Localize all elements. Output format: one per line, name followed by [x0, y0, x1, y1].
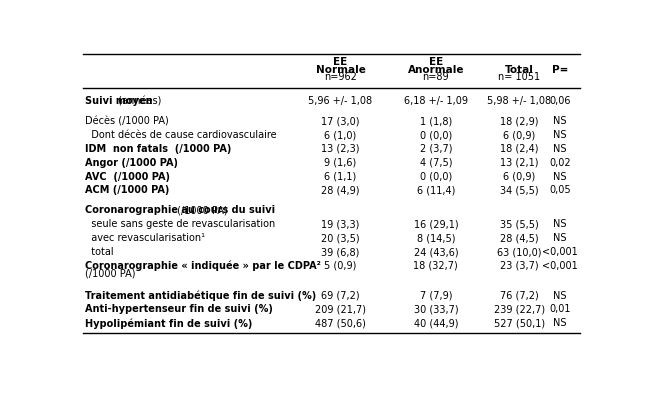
Text: 5,96 +/- 1,08: 5,96 +/- 1,08 [309, 96, 373, 106]
Text: 69 (7,2): 69 (7,2) [321, 291, 360, 301]
Text: 0,02: 0,02 [549, 158, 571, 168]
Text: EE: EE [333, 57, 347, 67]
Text: 35 (5,5): 35 (5,5) [500, 219, 539, 229]
Text: avec revascularisation¹: avec revascularisation¹ [85, 233, 204, 243]
Text: Angor (/1000 PA): Angor (/1000 PA) [85, 158, 178, 168]
Text: Traitement antidiabétique fin de suivi (%): Traitement antidiabétique fin de suivi (… [85, 290, 316, 301]
Text: NS: NS [553, 116, 567, 126]
Text: Anormale: Anormale [408, 64, 464, 74]
Text: Coronarographie « indiquée » par le CDPA²: Coronarographie « indiquée » par le CDPA… [85, 261, 321, 271]
Text: ACM (/1000 PA): ACM (/1000 PA) [85, 186, 169, 196]
Text: total: total [85, 247, 113, 257]
Text: NS: NS [553, 219, 567, 229]
Text: 18 (2,9): 18 (2,9) [500, 116, 539, 126]
Text: seule sans geste de revascularisation: seule sans geste de revascularisation [85, 219, 275, 229]
Text: AVC  (/1000 PA): AVC (/1000 PA) [85, 172, 170, 182]
Text: 28 (4,9): 28 (4,9) [322, 186, 360, 196]
Text: 6 (0,9): 6 (0,9) [503, 172, 536, 182]
Text: Hypolipémiant fin de suivi (%): Hypolipémiant fin de suivi (%) [85, 318, 252, 329]
Text: 2 (3,7): 2 (3,7) [419, 144, 452, 154]
Text: 19 (3,3): 19 (3,3) [322, 219, 360, 229]
Text: 527 (50,1): 527 (50,1) [494, 318, 545, 328]
Text: 0 (0,0): 0 (0,0) [420, 172, 452, 182]
Text: (/1000 PA): (/1000 PA) [174, 206, 228, 216]
Text: NS: NS [553, 172, 567, 182]
Text: 6 (0,9): 6 (0,9) [503, 130, 536, 140]
Text: n=89: n=89 [422, 72, 449, 82]
Text: 0,05: 0,05 [549, 186, 571, 196]
Text: 209 (21,7): 209 (21,7) [315, 304, 366, 314]
Text: 1 (1,8): 1 (1,8) [420, 116, 452, 126]
Text: 0,06: 0,06 [549, 96, 571, 106]
Text: Suivi moyen: Suivi moyen [85, 96, 152, 106]
Text: 6 (11,4): 6 (11,4) [417, 186, 455, 196]
Text: Anti-hypertenseur fin de suivi (%): Anti-hypertenseur fin de suivi (%) [85, 304, 272, 314]
Text: 18 (2,4): 18 (2,4) [500, 144, 539, 154]
Text: 40 (44,9): 40 (44,9) [413, 318, 458, 328]
Text: 6,18 +/- 1,09: 6,18 +/- 1,09 [404, 96, 468, 106]
Text: 9 (1,6): 9 (1,6) [324, 158, 356, 168]
Text: NS: NS [553, 233, 567, 243]
Text: 23 (3,7): 23 (3,7) [500, 261, 539, 271]
Text: 39 (6,8): 39 (6,8) [322, 247, 360, 257]
Text: Normale: Normale [316, 64, 366, 74]
Text: NS: NS [553, 291, 567, 301]
Text: <0,001: <0,001 [542, 247, 578, 257]
Text: NS: NS [553, 318, 567, 328]
Text: EE: EE [429, 57, 443, 67]
Text: IDM  non fatals  (/1000 PA): IDM non fatals (/1000 PA) [85, 144, 231, 154]
Text: 16 (29,1): 16 (29,1) [413, 219, 458, 229]
Text: 487 (50,6): 487 (50,6) [315, 318, 366, 328]
Text: P=: P= [552, 64, 568, 74]
Text: 24 (43,6): 24 (43,6) [413, 247, 458, 257]
Text: Décès (/1000 PA): Décès (/1000 PA) [85, 116, 168, 126]
Text: n= 1051: n= 1051 [498, 72, 541, 82]
Text: 6 (1,1): 6 (1,1) [324, 172, 356, 182]
Text: 30 (33,7): 30 (33,7) [413, 304, 458, 314]
Text: 5,98 +/- 1,08: 5,98 +/- 1,08 [487, 96, 552, 106]
Text: n=962: n=962 [324, 72, 357, 82]
Text: NS: NS [553, 130, 567, 140]
Text: 0 (0,0): 0 (0,0) [420, 130, 452, 140]
Text: 5 (0,9): 5 (0,9) [324, 261, 356, 271]
Text: Dont décès de cause cardiovasculaire: Dont décès de cause cardiovasculaire [85, 130, 276, 140]
Text: 18 (32,7): 18 (32,7) [413, 261, 458, 271]
Text: 6 (1,0): 6 (1,0) [324, 130, 356, 140]
Text: 20 (3,5): 20 (3,5) [321, 233, 360, 243]
Text: 8 (14,5): 8 (14,5) [417, 233, 455, 243]
Text: (/1000 PA): (/1000 PA) [85, 268, 135, 278]
Text: 239 (22,7): 239 (22,7) [494, 304, 545, 314]
Text: 4 (7,5): 4 (7,5) [419, 158, 452, 168]
Text: 0,01: 0,01 [549, 304, 571, 314]
Text: 28 (4,5): 28 (4,5) [500, 233, 539, 243]
Text: 13 (2,1): 13 (2,1) [500, 158, 539, 168]
Text: 63 (10,0): 63 (10,0) [498, 247, 542, 257]
Text: 76 (7,2): 76 (7,2) [500, 291, 539, 301]
Text: Coronarographie au cours du suivi: Coronarographie au cours du suivi [85, 206, 275, 216]
Text: 13 (2,3): 13 (2,3) [322, 144, 360, 154]
Text: 17 (3,0): 17 (3,0) [322, 116, 360, 126]
Text: 7 (7,9): 7 (7,9) [419, 291, 452, 301]
Text: NS: NS [553, 144, 567, 154]
Text: Total: Total [505, 64, 534, 74]
Text: (années): (années) [115, 96, 161, 106]
Text: <0,001: <0,001 [542, 261, 578, 271]
Text: 34 (5,5): 34 (5,5) [500, 186, 539, 196]
